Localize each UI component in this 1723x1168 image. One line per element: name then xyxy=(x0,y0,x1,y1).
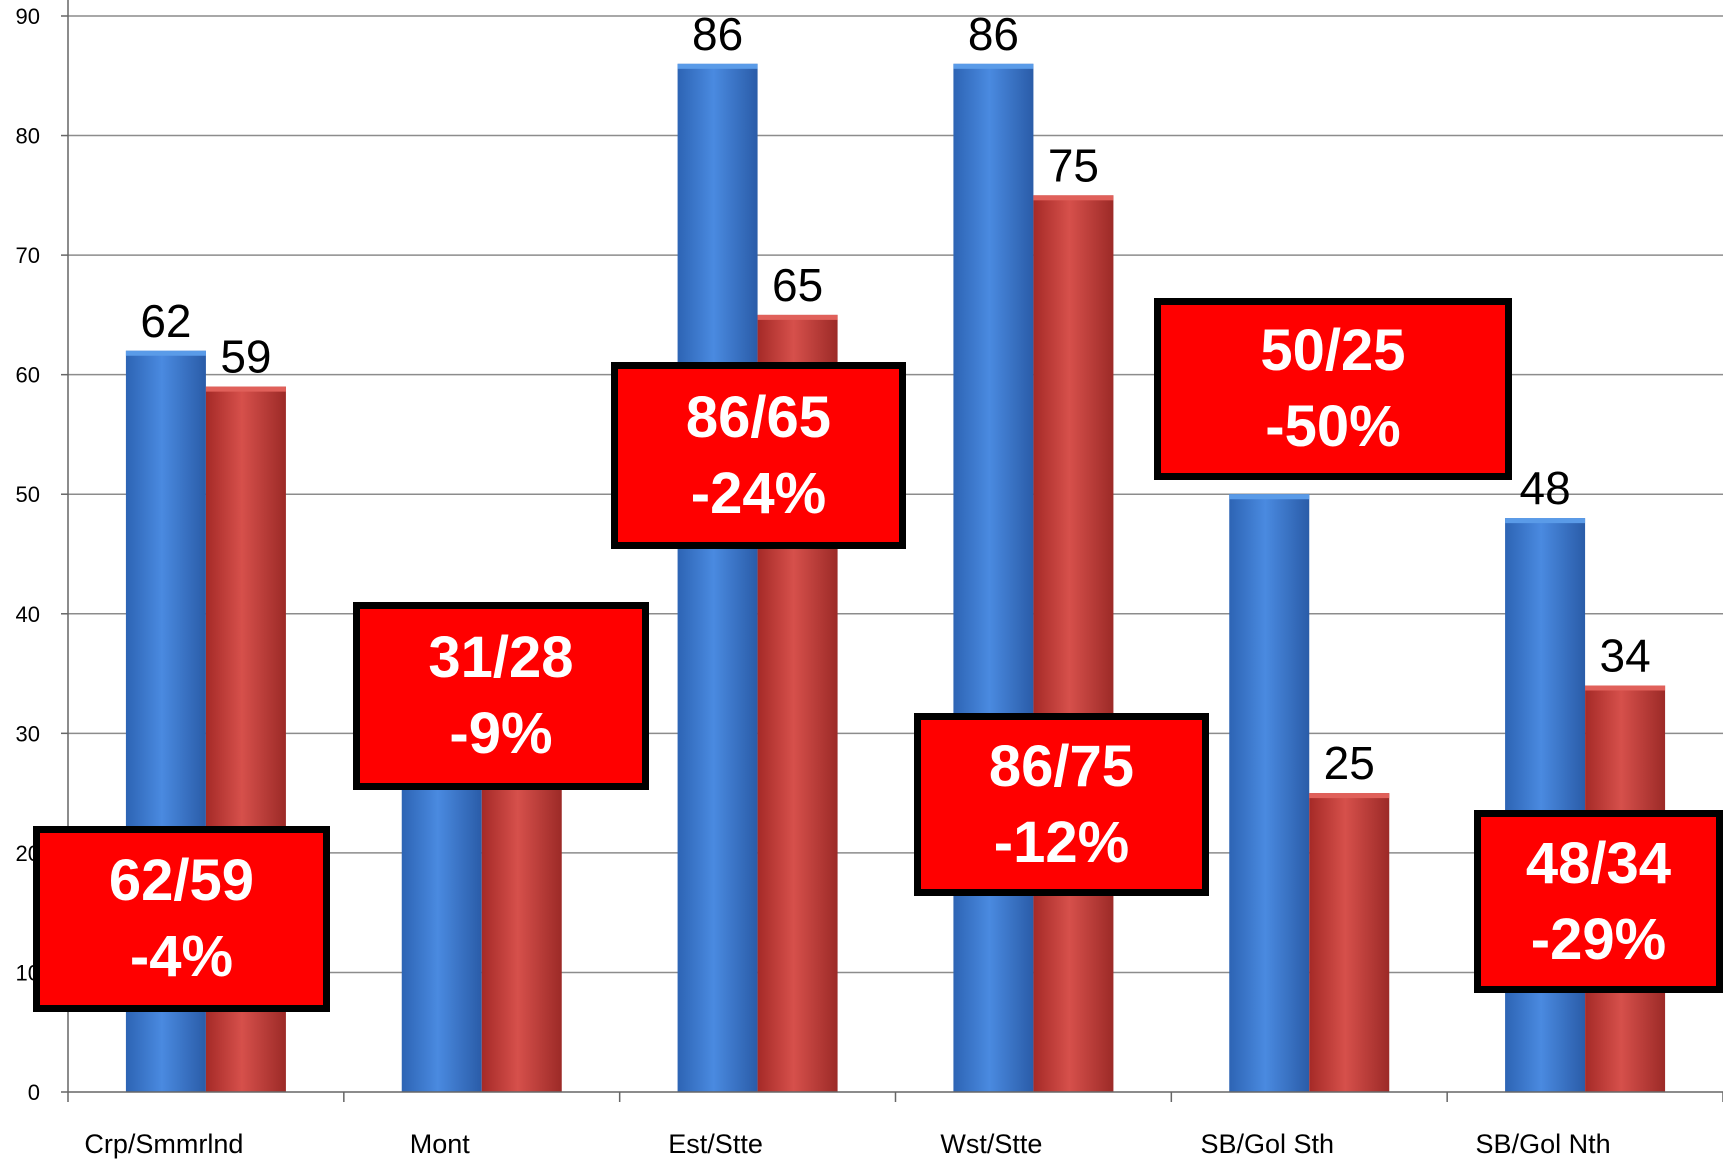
bar-top-bevel xyxy=(1033,195,1114,201)
y-tick-label: 50 xyxy=(16,482,40,507)
bar-series-1 xyxy=(1505,518,1586,1092)
data-label: 25 xyxy=(1324,737,1375,789)
y-tick-label: 40 xyxy=(16,602,40,627)
callout-box: 86/65 -24% xyxy=(611,362,906,549)
x-tick-label: SB/Gol Nth xyxy=(1476,1129,1611,1159)
y-tick-label: 30 xyxy=(16,721,40,746)
callout-ratio: 31/28 xyxy=(428,625,574,690)
y-tick-label: 60 xyxy=(16,363,40,388)
data-label: 75 xyxy=(1048,139,1099,191)
callout-box: 31/28 -9% xyxy=(353,602,649,790)
bar-series-1 xyxy=(1229,494,1310,1092)
x-axis: Crp/Smmrlnd Mont Est/Stte Wst/Stte SB/Gol St… xyxy=(67,1091,1723,1159)
x-tick-label: Wst/Stte xyxy=(940,1129,1042,1159)
bar-series-1 xyxy=(677,63,758,1092)
bar-top-bevel xyxy=(1229,494,1310,500)
bar-top-bevel xyxy=(1585,685,1666,691)
callout-percent: -29% xyxy=(1530,906,1667,972)
callout-ratio: 86/65 xyxy=(685,384,832,450)
callout-ratio: 86/75 xyxy=(988,733,1135,799)
callout-box: 48/34 -29% xyxy=(1474,810,1723,993)
y-tick-label: 90 xyxy=(16,4,40,29)
data-label: 86 xyxy=(968,8,1019,60)
data-label: 62 xyxy=(140,295,191,347)
bar-top-bevel xyxy=(953,63,1034,69)
y-tick-label: 70 xyxy=(16,243,40,268)
bar-series-2 xyxy=(1309,793,1390,1092)
bar-top-bevel xyxy=(677,63,758,69)
x-tick-label: SB/Gol Sth xyxy=(1200,1129,1334,1159)
y-tick-label: 0 xyxy=(28,1080,40,1105)
bar-top-bevel xyxy=(205,386,286,392)
callout-percent: -9% xyxy=(449,701,553,766)
callout-box: 62/59 -4% xyxy=(33,826,330,1012)
x-tick-label: Est/Stte xyxy=(668,1129,763,1159)
bars xyxy=(125,63,1666,1093)
callout-box: 50/25 -50% xyxy=(1154,298,1512,480)
data-label: 34 xyxy=(1599,630,1650,682)
data-label: 65 xyxy=(772,259,823,311)
data-label: 59 xyxy=(220,331,271,383)
bar-top-bevel xyxy=(1309,793,1390,799)
bar-series-2 xyxy=(1033,195,1114,1093)
callout-ratio: 48/34 xyxy=(1525,830,1672,896)
callout-box: 86/75 -12% xyxy=(914,713,1209,896)
x-tick-label: Mont xyxy=(410,1129,471,1159)
bar-top-bevel xyxy=(1505,518,1586,524)
callout-percent: -24% xyxy=(690,460,827,526)
bar-top-bevel xyxy=(757,314,838,320)
callout-ratio: 62/59 xyxy=(108,848,255,913)
bar-series-1 xyxy=(953,63,1034,1092)
data-label: 48 xyxy=(1519,462,1570,514)
callout-percent: -12% xyxy=(993,809,1130,875)
bar-series-2 xyxy=(481,757,562,1092)
bar-top-bevel xyxy=(125,350,206,356)
callout-percent: -50% xyxy=(1265,394,1401,459)
data-label: 86 xyxy=(692,8,743,60)
y-tick-label: 80 xyxy=(16,124,40,149)
x-tick-label: Crp/Smmrlnd xyxy=(84,1129,243,1159)
data-labels: 62 59 86 65 86 75 25 48 34 xyxy=(140,8,1650,789)
callout-ratio: 50/25 xyxy=(1260,318,1406,383)
callout-percent: -4% xyxy=(129,924,234,989)
